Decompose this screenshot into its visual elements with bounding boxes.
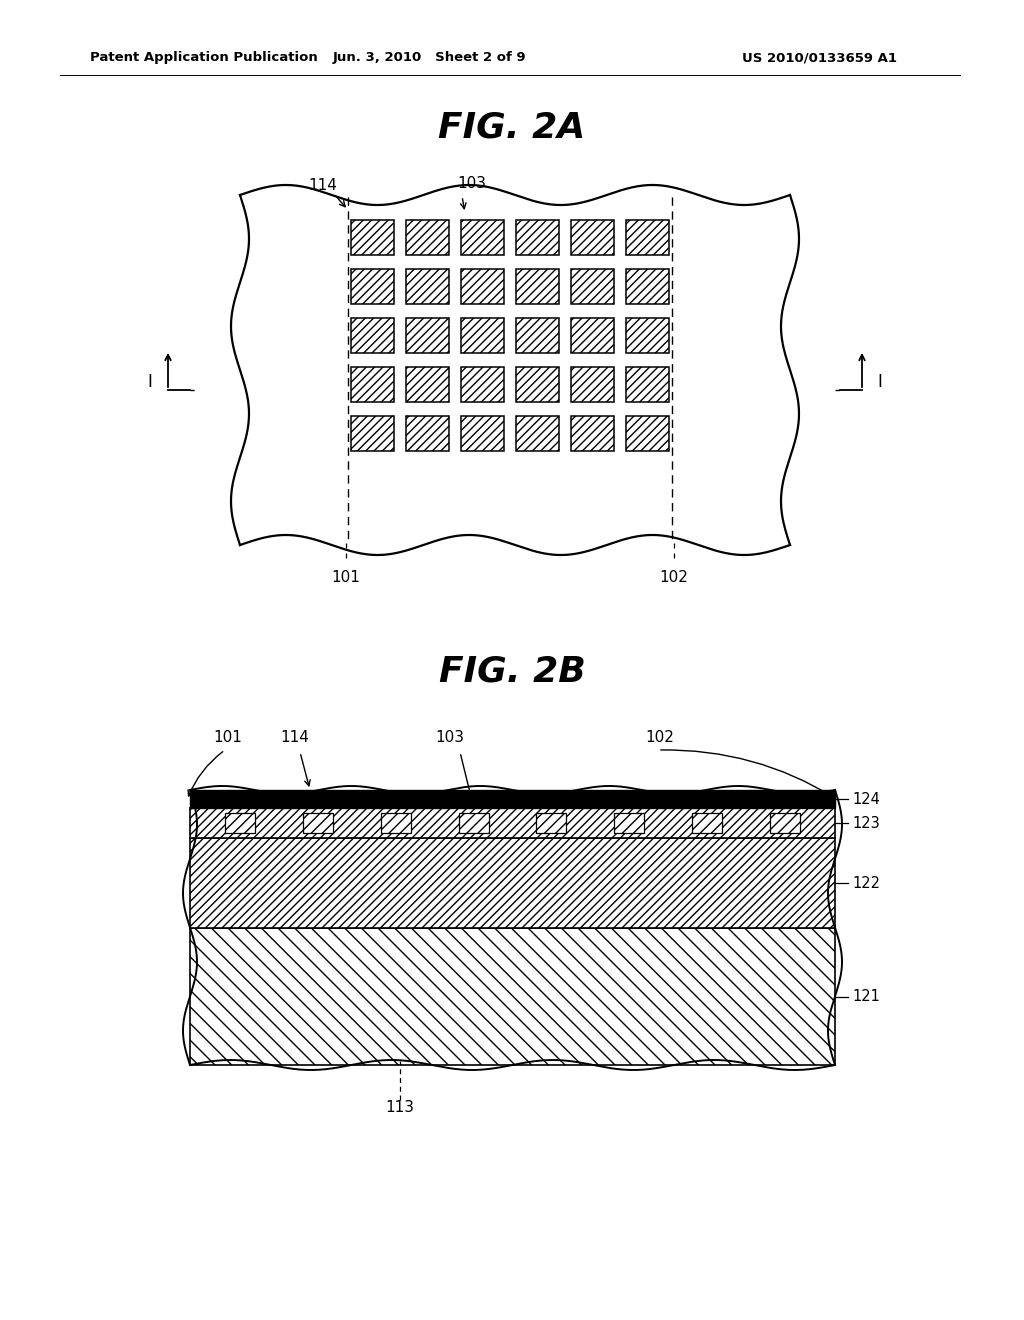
Bar: [537, 813, 566, 833]
Text: I: I: [878, 374, 883, 391]
Bar: [190, 928, 835, 1065]
Bar: [516, 220, 559, 255]
Bar: [351, 416, 394, 451]
Bar: [571, 269, 614, 304]
Bar: [626, 220, 669, 255]
Bar: [626, 318, 669, 352]
Bar: [461, 269, 504, 304]
Bar: [692, 813, 722, 833]
Text: I: I: [147, 374, 153, 391]
Bar: [626, 269, 669, 304]
Text: 103: 103: [435, 730, 465, 744]
Text: 122: 122: [852, 875, 880, 891]
Bar: [571, 367, 614, 403]
Text: 101: 101: [332, 570, 360, 586]
Bar: [770, 813, 800, 833]
Bar: [571, 220, 614, 255]
Bar: [351, 367, 394, 403]
Text: 114: 114: [308, 178, 338, 194]
Text: Jun. 3, 2010   Sheet 2 of 9: Jun. 3, 2010 Sheet 2 of 9: [333, 51, 526, 65]
Bar: [351, 318, 394, 352]
Text: 102: 102: [659, 570, 688, 586]
Bar: [459, 813, 488, 833]
Bar: [190, 838, 835, 928]
Bar: [571, 416, 614, 451]
Text: US 2010/0133659 A1: US 2010/0133659 A1: [742, 51, 897, 65]
Text: 101: 101: [214, 730, 243, 744]
Bar: [571, 318, 614, 352]
Bar: [516, 416, 559, 451]
Bar: [461, 367, 504, 403]
Bar: [626, 416, 669, 451]
Bar: [351, 220, 394, 255]
Text: FIG. 2B: FIG. 2B: [438, 655, 586, 689]
Bar: [614, 813, 644, 833]
Text: 103: 103: [457, 176, 486, 190]
Text: 121: 121: [852, 989, 880, 1005]
Bar: [406, 269, 449, 304]
Text: 124: 124: [852, 792, 880, 807]
Bar: [190, 808, 835, 838]
Bar: [303, 813, 333, 833]
Text: 114: 114: [281, 730, 309, 744]
Text: 123: 123: [852, 816, 880, 830]
Bar: [190, 789, 835, 808]
Text: Patent Application Publication: Patent Application Publication: [90, 51, 317, 65]
Bar: [406, 220, 449, 255]
Bar: [516, 318, 559, 352]
Bar: [406, 367, 449, 403]
Bar: [626, 367, 669, 403]
Bar: [406, 318, 449, 352]
Bar: [351, 269, 394, 304]
Bar: [461, 416, 504, 451]
Bar: [381, 813, 411, 833]
Text: 113: 113: [385, 1101, 415, 1115]
Bar: [225, 813, 255, 833]
Bar: [406, 416, 449, 451]
Text: 102: 102: [645, 730, 675, 744]
Bar: [461, 318, 504, 352]
Bar: [516, 367, 559, 403]
Bar: [461, 220, 504, 255]
Text: FIG. 2A: FIG. 2A: [438, 111, 586, 145]
Bar: [516, 269, 559, 304]
